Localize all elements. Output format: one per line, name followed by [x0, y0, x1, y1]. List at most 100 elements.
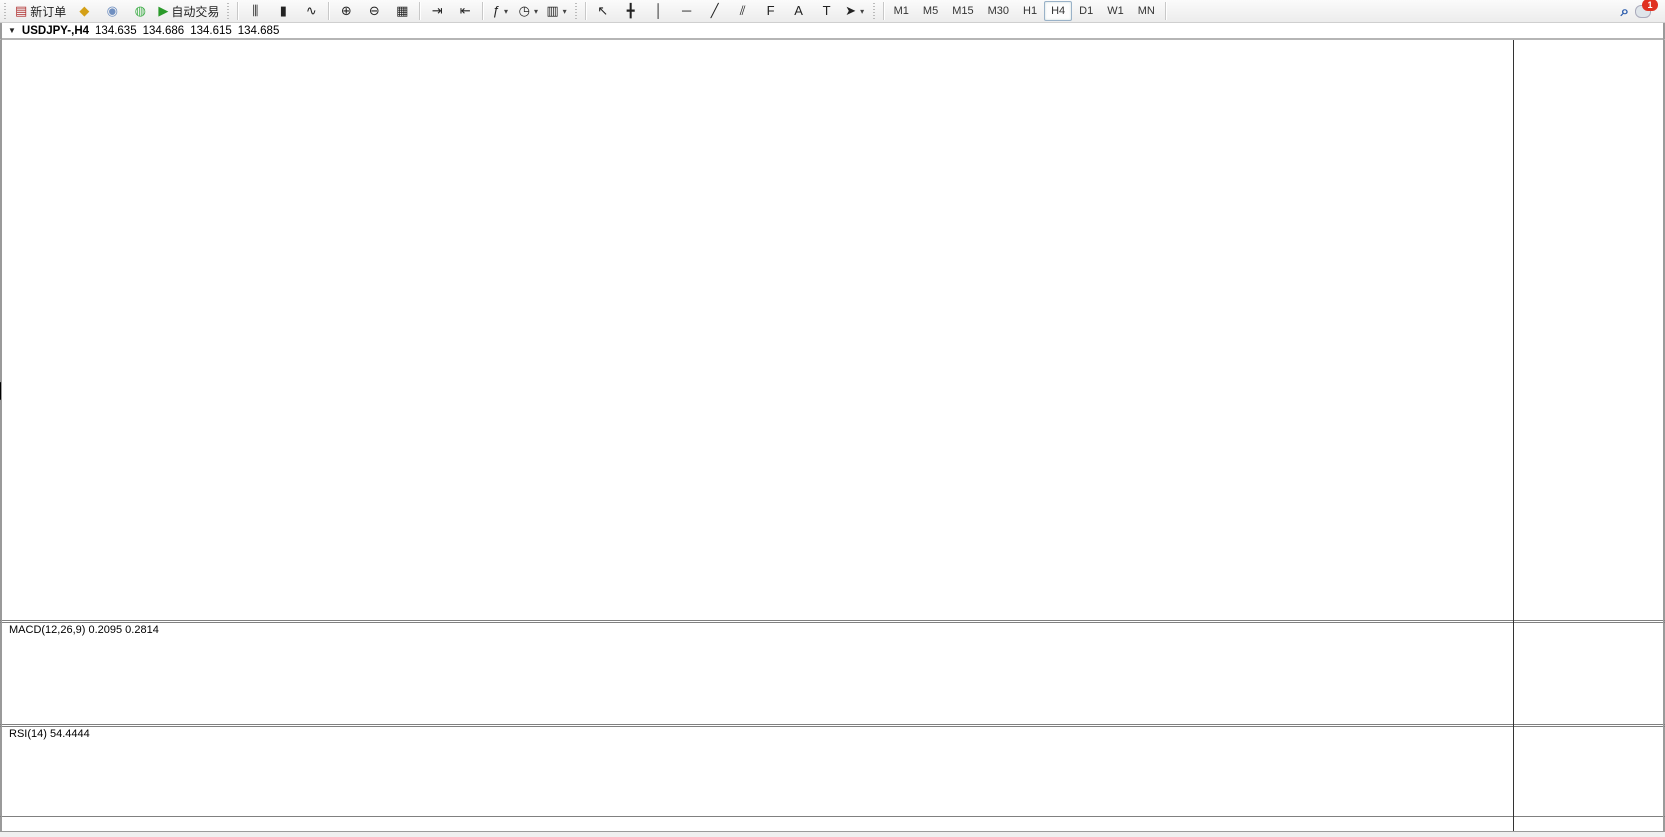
cursor-button[interactable]: ↖	[589, 0, 617, 22]
timeframe-m15[interactable]: M15	[952, 5, 974, 17]
vertical-line-button[interactable]: │	[645, 0, 673, 22]
toolbar-grip	[870, 3, 878, 19]
zoom-in-icon: ⊕	[340, 3, 352, 18]
zoom-in-button[interactable]: ⊕	[332, 0, 360, 22]
autotrading-button[interactable]: ▶ 自动交易	[154, 0, 223, 22]
toolbar: ▤ 新订单 ◆ ◉ ◍ ▶ 自动交易 ⫼ ▮ ∿ ⊕ ⊖ ▦ ⇥ ⇤ ƒ ▾ ◷ ▾ ▥ ▾ ↖ ╋ │ ─ ╱ ⫽ F A T ➤ ▾ M1 M…	[0, 0, 1665, 23]
line-chart-icon: ∿	[305, 3, 317, 18]
panel-borders	[0, 23, 1665, 832]
autotrading-button-label: 自动交易	[171, 4, 220, 19]
bar-chart-button[interactable]: ⫼	[241, 0, 269, 22]
macd-name: MACD(12,26,9)	[9, 624, 86, 636]
autotrading-icon: ▶	[158, 3, 169, 18]
periods-button[interactable]: ◷ ▾	[514, 0, 542, 22]
chevron-down-icon[interactable]: ▾	[533, 6, 538, 16]
new-order-icon: ▤	[15, 3, 28, 18]
periods-icon: ◷	[518, 3, 530, 18]
toolbar-grip	[572, 3, 580, 19]
timeframe-d1[interactable]: D1	[1079, 5, 1094, 17]
chart-background	[2, 40, 1663, 831]
community-button[interactable]: ◉	[98, 0, 126, 22]
toolbar-separator	[328, 2, 330, 20]
bar-chart-icon: ⫼	[252, 3, 259, 18]
timeframe-m1[interactable]: M1	[893, 5, 909, 17]
rsi-name: RSI(14)	[9, 728, 47, 740]
crosshair-button[interactable]: ╋	[617, 0, 645, 22]
macd-values: 0.2095 0.2814	[88, 624, 159, 636]
fibonacci-button[interactable]: F	[757, 0, 785, 22]
community-icon: ◉	[106, 3, 118, 18]
chart-title-bar: ▼ USDJPY-,H4 134.635 134.686 134.615 134…	[2, 23, 1663, 39]
trendline-icon: ╱	[710, 3, 719, 18]
toolbar-separator	[482, 2, 484, 20]
signals-icon: ◍	[134, 3, 146, 18]
open-value: 134.635	[95, 24, 137, 37]
notifications-button[interactable]: 1	[1635, 0, 1658, 20]
text-button[interactable]: A	[785, 0, 813, 22]
auto-scroll-icon: ⇥	[431, 3, 443, 18]
new-order-button-label: 新订单	[30, 4, 67, 19]
chevron-down-icon[interactable]: ▾	[562, 6, 567, 16]
symbol-period-label: USDJPY-,H4	[21, 24, 90, 37]
arrows-button[interactable]: ➤ ▾	[841, 0, 869, 22]
rsi-indicator-label: RSI(14) 54.4444	[9, 728, 90, 740]
horizontal-line-button[interactable]: ─	[673, 0, 701, 22]
notification-badge: 1	[1642, 0, 1658, 11]
timeframe-m30[interactable]: M30	[987, 5, 1010, 17]
chevron-down-icon[interactable]: ▾	[503, 6, 508, 16]
timeframe-h1[interactable]: H1	[1023, 5, 1038, 17]
toolbar-right: ⌕ 1	[1620, 0, 1665, 20]
text-label-button[interactable]: T	[813, 0, 841, 22]
new-order-button[interactable]: ▤ 新订单	[11, 0, 70, 22]
search-icon[interactable]: ⌕	[1620, 2, 1629, 20]
macd-indicator-label: MACD(12,26,9) 0.2095 0.2814	[9, 624, 159, 636]
horizontal-line-icon: ─	[682, 3, 692, 18]
toolbar-separator	[1164, 2, 1166, 20]
text-label-icon: T	[822, 3, 831, 18]
close-value: 134.685	[237, 24, 280, 37]
chart-shift-icon: ⇤	[459, 3, 471, 18]
timeframe-mn[interactable]: MN	[1137, 5, 1155, 17]
cursor-icon: ↖	[597, 3, 609, 18]
text-icon: A	[794, 3, 803, 18]
vertical-line-icon: │	[654, 3, 663, 18]
zoom-out-icon: ⊖	[368, 3, 380, 18]
toolbar-grip	[225, 3, 233, 19]
indicators-icon: ƒ	[492, 3, 500, 18]
collapse-icon[interactable]: ▼	[8, 26, 16, 35]
metaeditor-button[interactable]: ◆	[70, 0, 98, 22]
signals-button[interactable]: ◍	[126, 0, 154, 22]
crosshair-icon: ╋	[626, 3, 635, 18]
toolbar-separator	[237, 2, 239, 20]
equidistant-channel-icon: ⫽	[739, 3, 746, 18]
timeframe-m5[interactable]: M5	[922, 5, 939, 17]
high-value: 134.686	[142, 24, 185, 37]
line-chart-button[interactable]: ∿	[297, 0, 325, 22]
timeframe-h4[interactable]: H4	[1044, 1, 1073, 21]
equidistant-channel-button[interactable]: ⫽	[729, 0, 757, 22]
candlestick-chart-button[interactable]: ▮	[269, 0, 297, 22]
tile-windows-icon: ▦	[396, 3, 409, 18]
toolbar-separator	[419, 2, 421, 20]
fibonacci-icon: F	[766, 3, 775, 18]
indicators-button[interactable]: ƒ ▾	[486, 0, 514, 22]
toolbar-separator	[882, 2, 884, 20]
bottom-strip	[0, 832, 1665, 837]
templates-icon: ▥	[546, 3, 559, 18]
zoom-out-button[interactable]: ⊖	[360, 0, 388, 22]
templates-button[interactable]: ▥ ▾	[542, 0, 570, 22]
rsi-value: 54.4444	[49, 728, 90, 740]
tile-windows-button[interactable]: ▦	[388, 0, 416, 22]
chart-shift-button[interactable]: ⇤	[451, 0, 479, 22]
auto-scroll-button[interactable]: ⇥	[423, 0, 451, 22]
chevron-down-icon[interactable]: ▾	[860, 6, 865, 16]
timeframe-w1[interactable]: W1	[1107, 5, 1124, 17]
low-value: 134.615	[190, 24, 232, 37]
arrows-icon: ➤	[845, 3, 857, 18]
trendline-button[interactable]: ╱	[701, 0, 729, 22]
metaeditor-icon: ◆	[79, 3, 90, 18]
toolbar-grip	[2, 3, 9, 19]
toolbar-separator	[584, 2, 586, 20]
